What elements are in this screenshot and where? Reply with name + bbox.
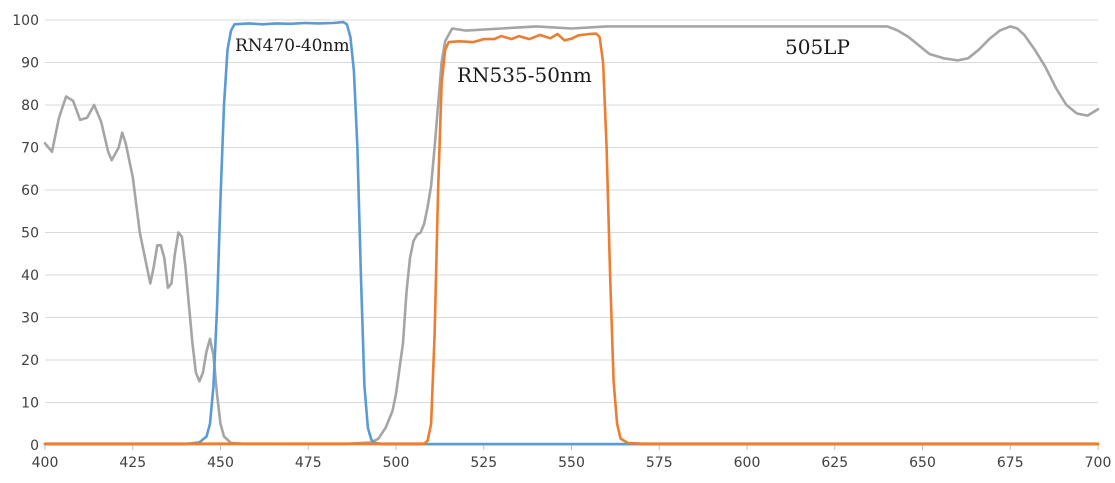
x-tick-labels: 400 425 450 475 500 525 550 575 600 625 650 675 700 [32,445,1112,471]
y-tick-label: 20 [21,353,39,369]
x-tick-label: 600 [734,455,761,471]
x-tick-label: 475 [295,455,322,471]
x-tick-label: 400 [32,455,59,471]
y-tick-label: 70 [21,141,39,157]
x-tick-label: 425 [119,455,146,471]
y-tick-label: 30 [21,311,39,327]
annotation-rn535: RN535-50nm [457,63,592,87]
x-tick-label: 625 [821,455,848,471]
y-tick-label: 10 [21,396,39,412]
series-line-3 [43,32,1100,445]
y-tick-label: 60 [21,183,39,199]
y-tick-labels: 0 10 20 30 40 50 60 70 80 90 100 [12,13,39,454]
x-tick-label: 525 [470,455,497,471]
y-tick-label: 50 [21,226,39,242]
x-tick-label: 675 [997,455,1024,471]
y-tick-label: 0 [30,438,39,454]
x-tick-label: 700 [1085,455,1112,471]
y-tick-label: 100 [12,13,39,29]
series-line-1 [43,25,1100,446]
x-tick-label: 500 [383,455,410,471]
x-tick-label: 650 [909,455,936,471]
x-tick-label: 550 [558,455,585,471]
y-tick-label: 90 [21,56,39,72]
x-tick-label: 450 [207,455,234,471]
annotation-rn470: RN470-40nm [235,36,350,56]
x-tick-label: 575 [646,455,673,471]
y-tick-label: 80 [21,98,39,114]
annotation-505lp: 505LP [785,35,850,59]
y-tick-label: 40 [21,268,39,284]
series-line-2 [43,20,1100,446]
series-lines [43,20,1100,446]
